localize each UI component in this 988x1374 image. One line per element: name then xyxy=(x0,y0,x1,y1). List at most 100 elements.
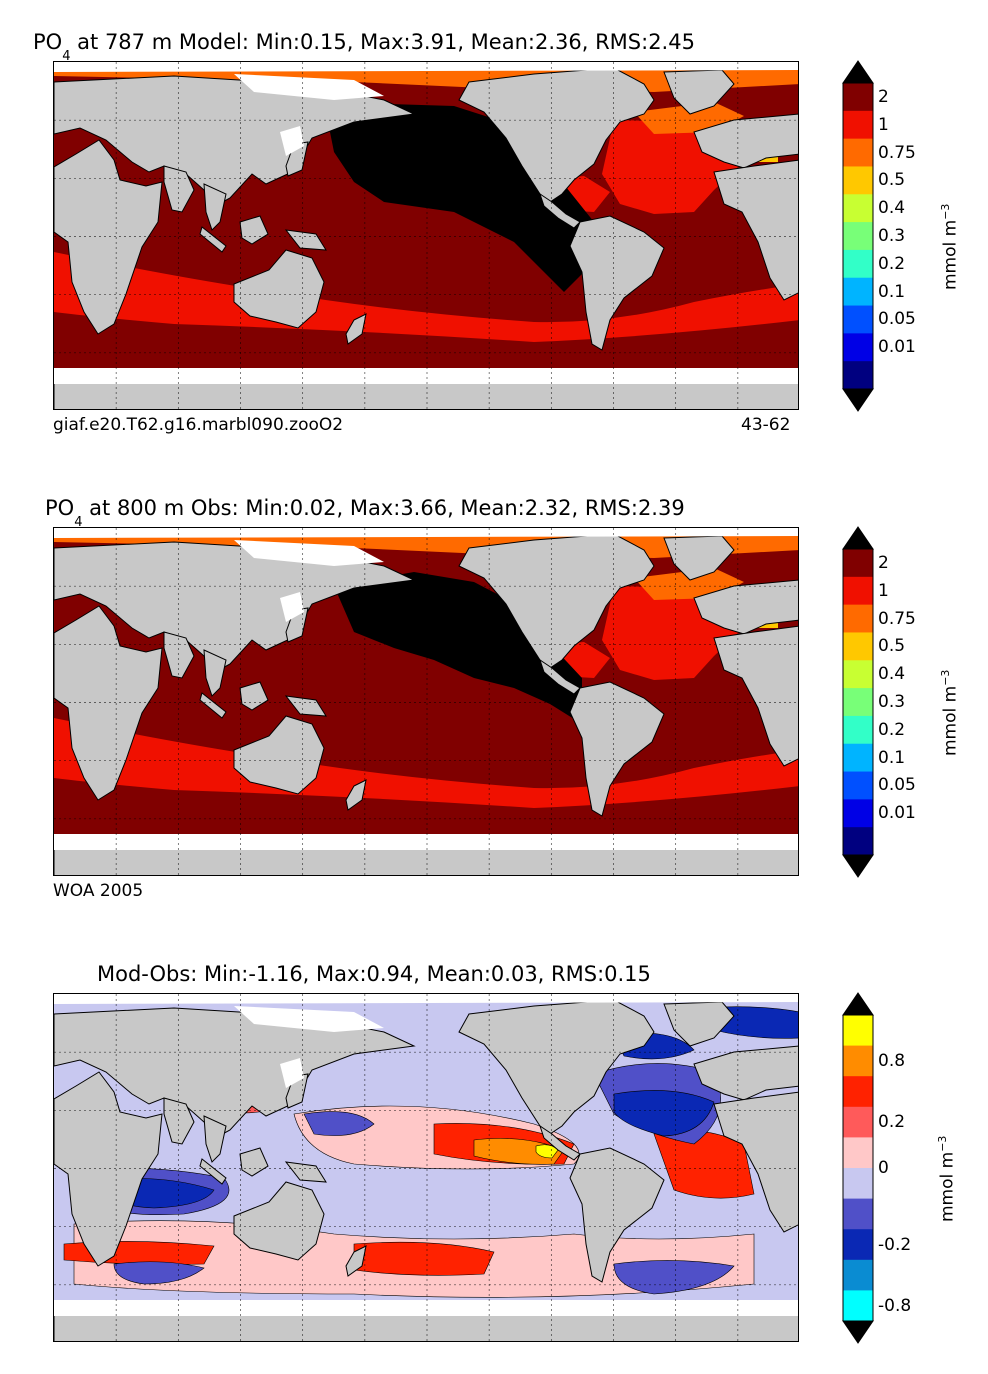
panel2-colorbar-swatch xyxy=(843,632,873,661)
panel2-land-sumatra xyxy=(199,692,227,719)
panel2-missing-arctic-coast xyxy=(234,540,384,566)
panel1-missing-japan-sea xyxy=(280,126,304,156)
panel2-title-subscript: 4 xyxy=(74,515,83,531)
panel3-land-europe xyxy=(693,1045,798,1101)
panel1-colorbar-tick-label: 0.5 xyxy=(878,170,906,191)
panel2-land-antarctica xyxy=(54,847,798,875)
panel2-unit-exponent: −3 xyxy=(939,669,952,686)
panel2-colorbar-svg xyxy=(842,526,874,878)
panel1-missing-antarctic-fringe xyxy=(54,368,798,384)
panel3-land-antarctica xyxy=(54,1313,798,1341)
panel2-missing-antarctic-fringe xyxy=(54,834,798,850)
panel3-missing-arctic-top xyxy=(54,994,798,1004)
panel3-unit-label: mmol m−3 xyxy=(933,1136,958,1222)
panel3-colorbar-swatch xyxy=(843,1290,873,1322)
panel1-colorbar-swatch xyxy=(843,361,873,390)
panel3-unit-exponent: −3 xyxy=(936,1135,949,1152)
panel1-colorbar-swatch xyxy=(843,277,873,307)
panel1-footer-left: giaf.e20.T62.g16.marbl090.zooO2 xyxy=(53,415,344,435)
panel2-land-southamerica xyxy=(569,681,665,817)
panel3-land-africa xyxy=(54,1071,163,1267)
panel2-colorbar-swatch xyxy=(843,688,873,717)
panel2-colorbar-swatch xyxy=(843,799,873,828)
panel1-missing-arctic-coast xyxy=(234,74,384,100)
panel3-land-southamerica xyxy=(569,1147,665,1283)
panel1-land-northamerica xyxy=(458,67,655,203)
panel3-missing-antarctic-fringe xyxy=(54,1300,798,1316)
panel2-colorbar-swatch xyxy=(843,743,873,773)
panel2-unit-label: mmol m−3 xyxy=(936,670,961,756)
panel1-land-europe xyxy=(693,113,798,169)
panel1-colorbar-tick-label: 0.01 xyxy=(878,337,916,358)
panel1-map-svg xyxy=(54,62,798,409)
panel1-colorbar-extend-top xyxy=(842,60,874,84)
panel3-colorbar-swatch xyxy=(843,1198,873,1230)
panel2-map-svg xyxy=(54,528,798,875)
panel1-southern-band xyxy=(54,252,798,342)
panel3-land-africa-east xyxy=(713,1091,798,1233)
panel2-map xyxy=(53,527,799,876)
panel1-title: PO4 at 787 m Model: Min:0.15, Max:3.91, … xyxy=(33,30,695,65)
panel3-colorbar-tick-label: -0.2 xyxy=(878,1234,912,1255)
panel2-land-europe xyxy=(693,579,798,635)
panel1-colorbar-swatch xyxy=(843,249,873,279)
panel2-title: PO4 at 800 m Obs: Min:0.02, Max:3.66, Me… xyxy=(45,496,685,531)
panel3-anomaly-neg2 xyxy=(113,1261,205,1285)
panel2-colorbar-tick-label: 0.4 xyxy=(878,664,906,685)
panel1-colorbar-frame xyxy=(842,82,874,390)
panel1-colorbar-extend-bottom xyxy=(842,388,874,412)
panel3-colorbar-tick-label: 0.2 xyxy=(878,1112,906,1133)
panel2-colorbar-tick-label: 0.2 xyxy=(878,719,906,740)
panel2-colorbar-tick-label: 0.1 xyxy=(878,747,906,768)
panel2-land-australia xyxy=(233,715,325,795)
panel1-land-sumatra xyxy=(199,226,227,253)
panel3-colorbar-swatch xyxy=(843,1168,873,1200)
panel2-land-northamerica xyxy=(458,533,655,669)
panel3-missing-arctic-coast xyxy=(234,1006,384,1032)
panel3-colorbar-swatch xyxy=(843,1229,873,1261)
panel2-colorbar-swatch xyxy=(843,576,873,606)
panel2-colorbar-frame xyxy=(842,548,874,856)
panel2-southern-band xyxy=(54,718,798,808)
panel1-unit-base: mmol m xyxy=(940,219,961,290)
panel3-colorbar-tick-label: 0.8 xyxy=(878,1050,906,1071)
panel2-colorbar-swatch xyxy=(843,549,873,578)
panel1-title-rest: at 787 m Model: Min:0.15, Max:3.91, Mean… xyxy=(70,30,695,54)
panel3-colorbar-svg xyxy=(842,992,874,1344)
panel1-colorbar-tick-label: 2 xyxy=(878,86,889,107)
panel3-colorbar-extend-top xyxy=(842,992,874,1016)
panel1-colorbar-tick-label: 0.05 xyxy=(878,309,916,330)
panel3-colorbar-swatch xyxy=(843,1015,873,1047)
panel3-colorbar-swatch xyxy=(843,1259,873,1291)
panel2-land-indochina xyxy=(203,649,227,697)
panel3-colorbar-swatch xyxy=(843,1137,873,1169)
panel1-colorbar-swatch xyxy=(843,222,873,251)
panel1-colorbar-swatch xyxy=(843,305,873,334)
panel1-land-newguinea xyxy=(284,229,327,251)
panel1-land-borneo xyxy=(239,215,269,245)
panel1-unit-label: mmol m−3 xyxy=(936,204,961,290)
panel3-colorbar-extend-bottom xyxy=(842,1320,874,1344)
panel1-colorbar-tick-label: 0.4 xyxy=(878,198,906,219)
panel1-land-eurasia xyxy=(54,75,416,205)
panel3-colorbar-tick-label: -0.8 xyxy=(878,1295,912,1316)
panel3-colorbar-tick-label: 0 xyxy=(878,1158,889,1178)
panel2-colorbar-tick-label: 1 xyxy=(878,580,889,601)
panel3-title-rest: Mod-Obs: Min:-1.16, Max:0.94, Mean:0.03,… xyxy=(97,962,651,986)
panel1-map xyxy=(53,61,799,410)
panel3-colorbar-swatch xyxy=(843,1045,873,1077)
panel1-title-subscript: 4 xyxy=(62,49,71,65)
panel3-unit-base: mmol m xyxy=(937,1151,958,1222)
panel2-title-prefix: PO xyxy=(45,496,75,520)
panel2-title-rest: at 800 m Obs: Min:0.02, Max:3.66, Mean:2… xyxy=(82,496,685,520)
panel1-colorbar-swatch xyxy=(843,166,873,195)
panel1-unit-exponent: −3 xyxy=(939,203,952,220)
panel1-colorbar-swatch xyxy=(843,333,873,362)
panel3-missing-japan-sea xyxy=(280,1058,304,1088)
panel3-anomaly-neg2 xyxy=(303,1111,375,1136)
panel1-colorbar-tick-label: 0.1 xyxy=(878,281,906,302)
panel1-colorbar-svg xyxy=(842,60,874,412)
panel2-colorbar xyxy=(842,526,874,878)
panel3-anomaly-pos5 xyxy=(535,1144,559,1159)
panel2-colorbar-extend-top xyxy=(842,526,874,550)
